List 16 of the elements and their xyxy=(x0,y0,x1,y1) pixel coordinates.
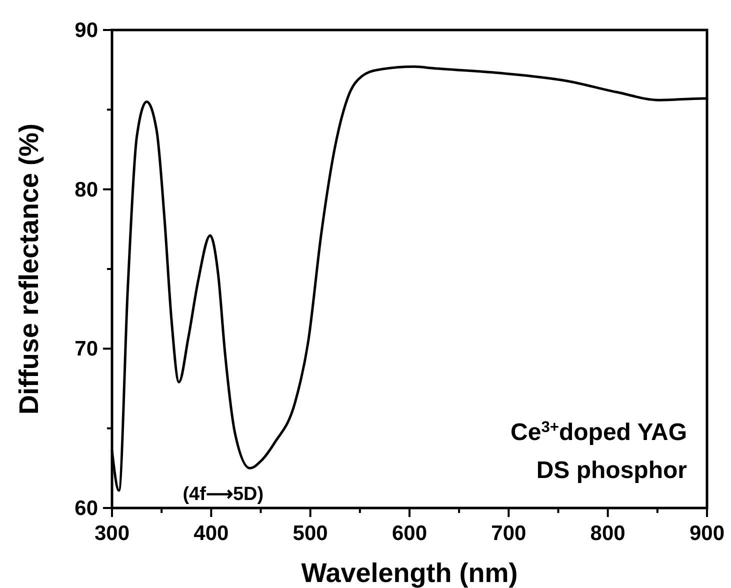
y-axis-title: Diffuse reflectance (%) xyxy=(14,123,44,415)
y-tick-label: 60 xyxy=(74,497,98,520)
x-tick-label: 700 xyxy=(491,522,526,545)
y-tick-label: 90 xyxy=(74,19,98,42)
annotation: (4f⟶5D) xyxy=(182,484,264,505)
annotation: DS phosphor xyxy=(536,457,687,484)
x-tick-label: 500 xyxy=(292,522,328,545)
y-tick-label: 70 xyxy=(74,338,98,361)
x-tick-label: 800 xyxy=(590,522,626,545)
annotation: Ce$^{3+}$doped YAG xyxy=(510,418,687,446)
x-axis-title: Wavelength (nm) xyxy=(301,558,518,588)
x-tick-label: 900 xyxy=(689,522,725,545)
x-tick-label: 300 xyxy=(94,522,130,545)
x-tick-label: 600 xyxy=(392,522,428,545)
y-tick-label: 80 xyxy=(74,178,98,202)
x-tick-label: 400 xyxy=(194,522,229,545)
